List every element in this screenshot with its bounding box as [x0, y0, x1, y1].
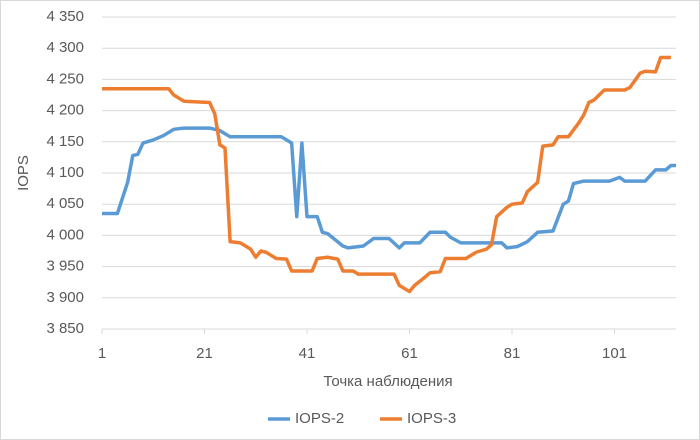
x-tick-label: 21: [196, 345, 213, 362]
y-tick-label: 4 250: [46, 70, 84, 87]
y-tick-label: 3 950: [46, 258, 84, 275]
x-tick-label: 81: [504, 345, 521, 362]
y-tick-label: 4 200: [46, 102, 84, 119]
y-tick-label: 3 900: [46, 289, 84, 306]
x-axis-label: Точка наблюдения: [323, 373, 452, 390]
y-tick-label: 4 150: [46, 133, 84, 150]
y-tick-label: 4 050: [46, 195, 84, 212]
legend-label: IOPS-2: [295, 410, 344, 427]
line-series: [102, 126, 676, 250]
y-tick-label: 4 100: [46, 164, 84, 181]
y-tick-label: 4 350: [46, 8, 84, 25]
x-tick-label: 1: [98, 345, 106, 362]
x-tick-label: 61: [401, 345, 418, 362]
y-tick-label: 4 000: [46, 226, 84, 243]
y-tick-label: 3 850: [46, 320, 84, 337]
legend-label: IOPS-3: [407, 410, 456, 427]
line-series: [102, 55, 671, 294]
x-tick-label: 101: [602, 345, 627, 362]
y-tick-label: 4 300: [46, 39, 84, 56]
y-axis-label: IOPS: [15, 155, 32, 191]
x-tick-label: 41: [299, 345, 316, 362]
